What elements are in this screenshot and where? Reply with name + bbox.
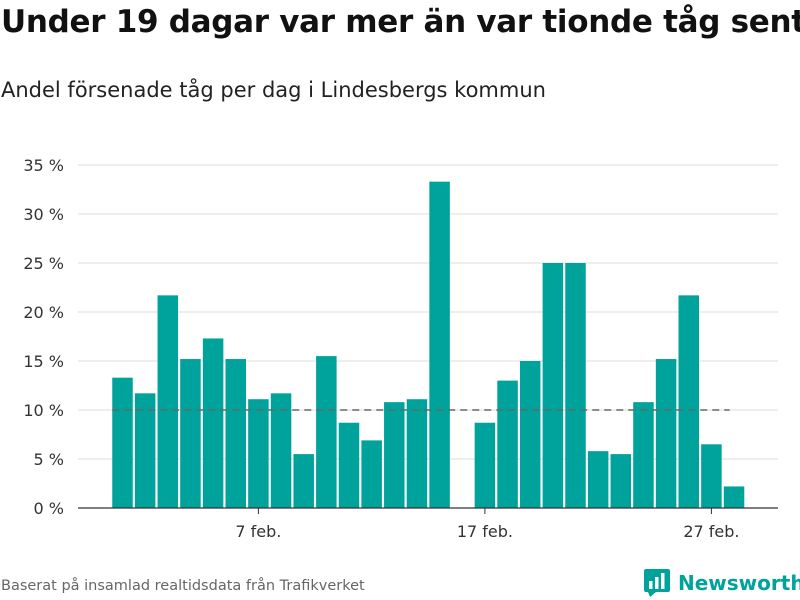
y-tick-label: 25 % (23, 254, 64, 273)
bar (565, 263, 586, 508)
bar (678, 295, 699, 508)
bar (519, 361, 541, 508)
source-note: Baserat på insamlad realtidsdata från Tr… (1, 578, 365, 594)
bar (157, 295, 179, 508)
newsworthy-logo[interactable]: Newsworthy (644, 569, 800, 597)
x-tick-label: 7 feb. (235, 522, 281, 541)
newsworthy-logo-text: Newsworthy (678, 571, 800, 595)
bar (384, 402, 405, 508)
bar-chart: 0 % 5 % 10 % 15 % 20 % 25 % 30 % 35 % 7 feb. 17 … (23, 156, 778, 541)
chart-subtitle: Andel försenade tåg per dag i Lindesberg… (1, 78, 546, 102)
newsworthy-logo-icon (644, 569, 670, 597)
bar (202, 338, 224, 508)
bar (180, 359, 201, 508)
bar (248, 399, 269, 508)
y-tick-label: 20 % (23, 303, 64, 322)
bar (542, 263, 564, 508)
bar (633, 402, 654, 508)
bar (655, 359, 677, 508)
bar (587, 451, 609, 508)
bar (497, 380, 518, 508)
x-axis-ticks: 7 feb. 17 feb. 27 feb. (235, 508, 739, 541)
bar (112, 377, 133, 508)
bar (134, 393, 156, 508)
y-tick-label: 15 % (23, 352, 64, 371)
bar (225, 359, 246, 508)
chart-title: Under 19 dagar var mer än var tionde tåg… (1, 4, 800, 40)
bar (293, 454, 314, 508)
y-tick-label: 10 % (23, 401, 64, 420)
bar (474, 422, 496, 508)
bar (610, 454, 632, 508)
y-tick-label: 35 % (23, 156, 64, 175)
y-tick-label: 5 % (34, 450, 64, 469)
x-tick-label: 17 feb. (457, 522, 513, 541)
y-tick-label: 30 % (23, 205, 64, 224)
y-tick-label: 0 % (34, 499, 64, 518)
bar (270, 393, 292, 508)
bar (316, 356, 337, 508)
bar (701, 444, 722, 508)
x-tick-label: 27 feb. (683, 522, 739, 541)
bar (723, 486, 745, 508)
bar (361, 440, 382, 508)
bar (406, 399, 428, 508)
bar (429, 181, 450, 508)
bar (338, 422, 360, 508)
y-axis-ticks: 0 % 5 % 10 % 15 % 20 % 25 % 30 % 35 % (23, 156, 64, 518)
